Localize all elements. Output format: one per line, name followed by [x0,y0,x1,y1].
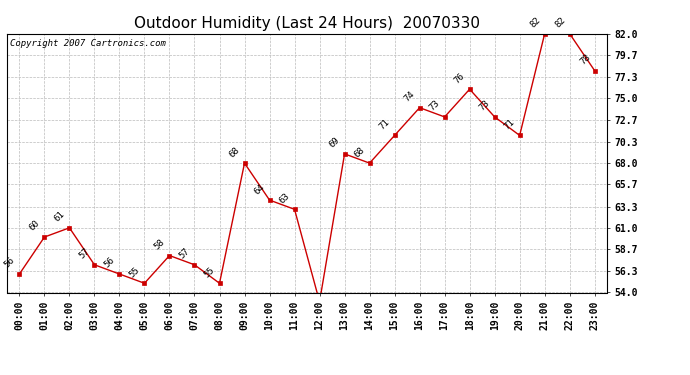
Text: 69: 69 [328,136,342,150]
Text: 63: 63 [278,191,292,205]
Text: 82: 82 [528,16,542,30]
Text: 58: 58 [152,237,167,251]
Text: Copyright 2007 Cartronics.com: Copyright 2007 Cartronics.com [10,39,166,48]
Text: 78: 78 [578,53,592,66]
Text: 76: 76 [453,71,467,85]
Text: 73: 73 [428,99,442,113]
Text: 53: 53 [0,374,1,375]
Text: 56: 56 [3,256,17,270]
Text: 56: 56 [103,256,117,270]
Text: 82: 82 [553,16,567,30]
Text: 55: 55 [128,265,141,279]
Text: 71: 71 [378,117,392,131]
Text: 60: 60 [28,219,41,233]
Text: 57: 57 [178,247,192,261]
Text: 68: 68 [353,145,367,159]
Text: 74: 74 [403,90,417,104]
Text: 71: 71 [503,117,517,131]
Text: 61: 61 [52,210,67,224]
Text: 57: 57 [78,247,92,261]
Text: 55: 55 [203,265,217,279]
Text: 73: 73 [478,99,492,113]
Title: Outdoor Humidity (Last 24 Hours)  20070330: Outdoor Humidity (Last 24 Hours) 2007033… [134,16,480,31]
Text: 64: 64 [253,182,267,196]
Text: 68: 68 [228,145,242,159]
